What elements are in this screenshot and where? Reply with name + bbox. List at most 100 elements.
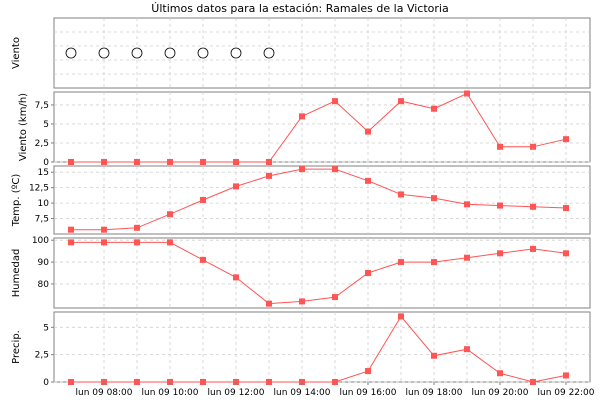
y-tick-label: 7,5 [35, 215, 49, 225]
y-tick-label: 15 [38, 168, 49, 178]
data-point [68, 379, 74, 385]
panel-0: Viento [11, 17, 591, 89]
data-point [167, 211, 173, 218]
data-point [431, 352, 437, 359]
data-point [398, 191, 404, 198]
data-point [167, 239, 173, 246]
data-point [332, 166, 338, 173]
data-point [299, 166, 305, 173]
y-tick-label: 0 [43, 158, 49, 168]
data-point [497, 250, 503, 257]
data-point [101, 159, 107, 165]
data-point [365, 177, 371, 184]
data-point [563, 205, 569, 212]
data-point [299, 113, 305, 120]
data-point [464, 346, 470, 353]
y-tick-label: 100 [32, 236, 49, 246]
panel-frame [53, 237, 591, 309]
data-point [68, 226, 74, 233]
data-point [398, 259, 404, 266]
data-point [266, 379, 272, 385]
wind-direction-marker [98, 47, 110, 59]
y-tick-label: 90 [38, 258, 50, 268]
y-axis-label: Temp. (ºC) [11, 174, 22, 228]
y-tick-label: 2,5 [35, 139, 49, 149]
y-tick-label: 12,5 [29, 184, 49, 194]
data-point [167, 159, 173, 165]
data-point [497, 370, 503, 377]
data-point [200, 256, 206, 263]
y-tick-label: 7,5 [35, 101, 49, 111]
data-point [530, 143, 536, 150]
y-axis-label: Viento [11, 37, 22, 69]
wind-direction-marker [197, 47, 209, 59]
data-point [563, 250, 569, 257]
data-point [497, 143, 503, 150]
wind-direction-marker [263, 47, 275, 59]
y-axis-label: Precip. [11, 330, 22, 364]
data-point [134, 239, 140, 246]
data-point [431, 259, 437, 266]
data-point [530, 379, 536, 385]
data-point [233, 183, 239, 190]
panel-4: Precip. 0 2,5 5 [11, 311, 591, 388]
data-point [68, 159, 74, 165]
x-tick-label: lun 09 20:00 [471, 388, 528, 398]
data-point [398, 98, 404, 105]
data-point [101, 226, 107, 233]
data-point [332, 294, 338, 301]
y-tick-label: 0 [43, 378, 49, 388]
x-tick-label: lun 09 18:00 [405, 388, 462, 398]
data-point [233, 159, 239, 165]
panel-frame [53, 17, 591, 89]
data-point [134, 379, 140, 385]
data-point [431, 105, 437, 112]
data-point [200, 197, 206, 203]
panel-1: Viento (km/h) 0 2,5 5 7,5 [18, 90, 591, 168]
wind-direction-marker [230, 47, 242, 59]
y-tick-label: 2,5 [35, 351, 49, 361]
panel-frame [53, 311, 591, 383]
x-tick-label: lun 09 16:00 [339, 388, 396, 398]
data-point [431, 195, 437, 202]
y-tick-label: 5 [43, 120, 49, 130]
data-point [332, 379, 338, 385]
data-point [563, 136, 569, 143]
series-line [71, 241, 567, 305]
y-axis-label: Viento (km/h) [18, 93, 29, 161]
data-point [332, 98, 338, 105]
y-tick-label: 10 [38, 199, 50, 209]
data-point [563, 372, 569, 379]
wind-direction-marker [131, 47, 143, 59]
series-line [71, 92, 567, 163]
data-point [398, 313, 404, 320]
panel-frame [53, 165, 591, 235]
data-point [365, 270, 371, 276]
data-point [266, 172, 272, 179]
x-tick-label: lun 09 12:00 [207, 388, 264, 398]
data-point [497, 202, 503, 209]
data-point [233, 274, 239, 281]
data-point [365, 128, 371, 135]
wind-direction-marker [65, 47, 77, 59]
y-tick-label: 5 [43, 323, 49, 333]
panel-3: Humedad 80 90 100 [11, 236, 591, 309]
data-point [266, 300, 272, 307]
x-tick-label: lun 09 14:00 [273, 388, 330, 398]
data-point [68, 239, 74, 246]
panel-frame [53, 91, 591, 163]
data-point [101, 239, 107, 246]
series-line [71, 168, 567, 231]
data-point [464, 254, 470, 261]
y-tick-label: 80 [38, 280, 50, 290]
series-line [71, 315, 567, 383]
x-tick-label: lun 09 22:00 [537, 388, 594, 398]
x-tick-label: lun 09 10:00 [141, 388, 198, 398]
chart-title: Últimos datos para la estación: Ramales … [151, 2, 448, 15]
data-point [134, 224, 140, 231]
y-axis-label: Humedad [11, 249, 22, 298]
data-point [530, 245, 536, 252]
panel-2: Temp. (ºC) 7,5 10 12,5 15 [11, 165, 591, 235]
x-tick-label: lun 09 08:00 [75, 388, 132, 398]
